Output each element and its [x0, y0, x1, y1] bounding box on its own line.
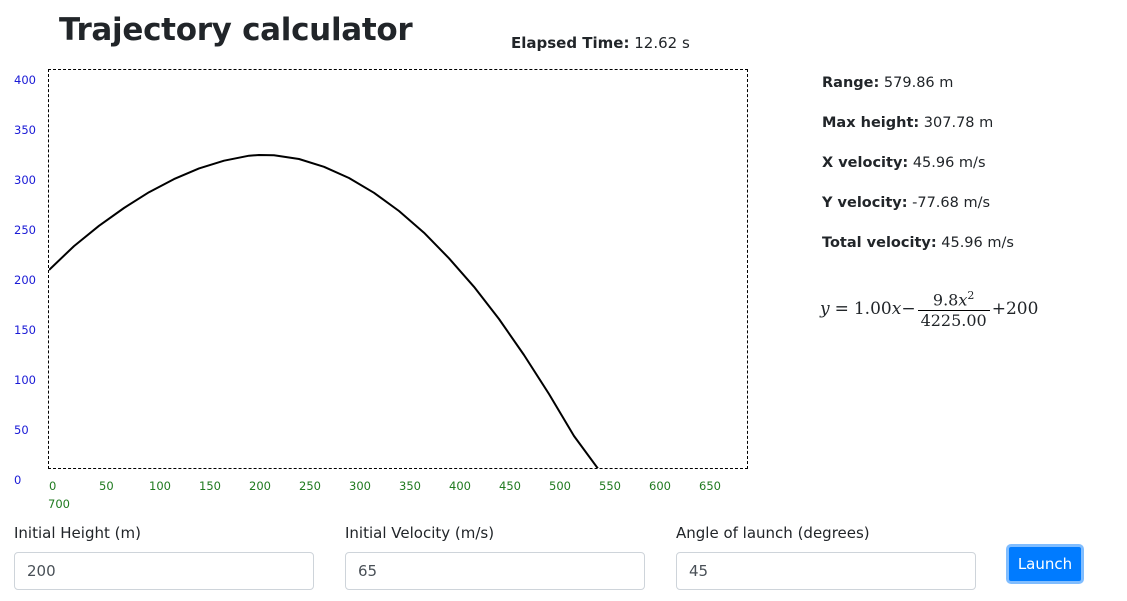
- stat-y-velocity-value: -77.68 m/s: [912, 195, 991, 211]
- trajectory-svg: [49, 154, 599, 468]
- stat-y-velocity: Y velocity: -77.68 m/s: [822, 192, 1014, 232]
- stat-range-value: 579.86 m: [883, 75, 954, 91]
- stat-range-label: Range:: [822, 75, 880, 91]
- stat-x-velocity-label: X velocity:: [822, 155, 909, 171]
- y-tick-label: 400: [14, 73, 36, 87]
- equation-num-coef: 9.8: [932, 290, 959, 310]
- x-tick-label: 500: [549, 479, 571, 493]
- equation-denominator: 4225.00: [917, 310, 990, 331]
- y-tick-label: 350: [14, 123, 36, 137]
- y-tick-label: 50: [14, 423, 29, 437]
- elapsed-time-label: Elapsed Time:: [511, 34, 630, 52]
- stat-x-velocity: X velocity: 45.96 m/s: [822, 152, 1014, 192]
- x-tick-label: 150: [199, 479, 221, 493]
- initial-velocity-input[interactable]: [345, 552, 645, 590]
- stat-max-height: Max height: 307.78 m: [822, 112, 1014, 152]
- y-tick-label: 250: [14, 223, 36, 237]
- x-tick-label: 400: [449, 479, 471, 493]
- equation-plus: +200: [991, 298, 1039, 319]
- page-title: Trajectory calculator: [59, 12, 413, 48]
- y-tick-label: 100: [14, 373, 36, 387]
- equation-term1-var: x: [891, 298, 902, 319]
- elapsed-time-value: 12.62 s: [634, 34, 690, 52]
- equation-num-exp: 2: [967, 289, 975, 302]
- equation-num-var: x: [958, 290, 968, 310]
- stat-total-velocity-label: Total velocity:: [822, 235, 937, 251]
- equation-equals: =: [834, 298, 849, 319]
- x-tick-label: 250: [299, 479, 321, 493]
- equation-minus: −: [901, 298, 916, 319]
- x-tick-label: 650: [699, 479, 721, 493]
- equation-term1: 1.00: [853, 298, 892, 319]
- launch-button[interactable]: Launch: [1006, 544, 1084, 584]
- stat-x-velocity-value: 45.96 m/s: [912, 155, 986, 171]
- initial-height-label: Initial Height (m): [14, 524, 141, 542]
- stat-max-height-label: Max height:: [822, 115, 920, 131]
- trajectory-line: [49, 154, 599, 468]
- initial-height-input[interactable]: [14, 552, 314, 590]
- x-tick-label: 600: [649, 479, 671, 493]
- launch-angle-label: Angle of launch (degrees): [676, 524, 870, 542]
- x-tick-label: 550: [599, 479, 621, 493]
- launch-angle-input[interactable]: [676, 552, 976, 590]
- x-tick-label: 450: [499, 479, 521, 493]
- equation-numerator: 9.8x2: [930, 286, 977, 310]
- x-tick-label: 700: [48, 497, 70, 511]
- trajectory-equation: y = 1.00 x − 9.8x2 4225.00 +200: [820, 286, 1038, 331]
- x-tick-label: 300: [349, 479, 371, 493]
- y-tick-label: 0: [14, 473, 22, 487]
- equation-fraction: 9.8x2 4225.00: [917, 286, 990, 331]
- stat-total-velocity: Total velocity: 45.96 m/s: [822, 232, 1014, 272]
- x-tick-label: 200: [249, 479, 271, 493]
- stat-range: Range: 579.86 m: [822, 72, 1014, 112]
- y-tick-label: 300: [14, 173, 36, 187]
- x-tick-label: 100: [149, 479, 171, 493]
- elapsed-time: Elapsed Time: 12.62 s: [511, 33, 690, 53]
- stat-total-velocity-value: 45.96 m/s: [941, 235, 1014, 251]
- initial-velocity-label: Initial Velocity (m/s): [345, 524, 495, 542]
- x-tick-label: 50: [99, 479, 114, 493]
- trajectory-plot: [48, 69, 748, 469]
- equation-lhs: y: [820, 298, 830, 319]
- stats-panel: Range: 579.86 m Max height: 307.78 m X v…: [822, 72, 1014, 272]
- y-tick-label: 200: [14, 273, 36, 287]
- y-tick-label: 150: [14, 323, 36, 337]
- x-tick-label: 0: [49, 479, 57, 493]
- x-tick-label: 350: [399, 479, 421, 493]
- stat-y-velocity-label: Y velocity:: [822, 195, 908, 211]
- stat-max-height-value: 307.78 m: [923, 115, 994, 131]
